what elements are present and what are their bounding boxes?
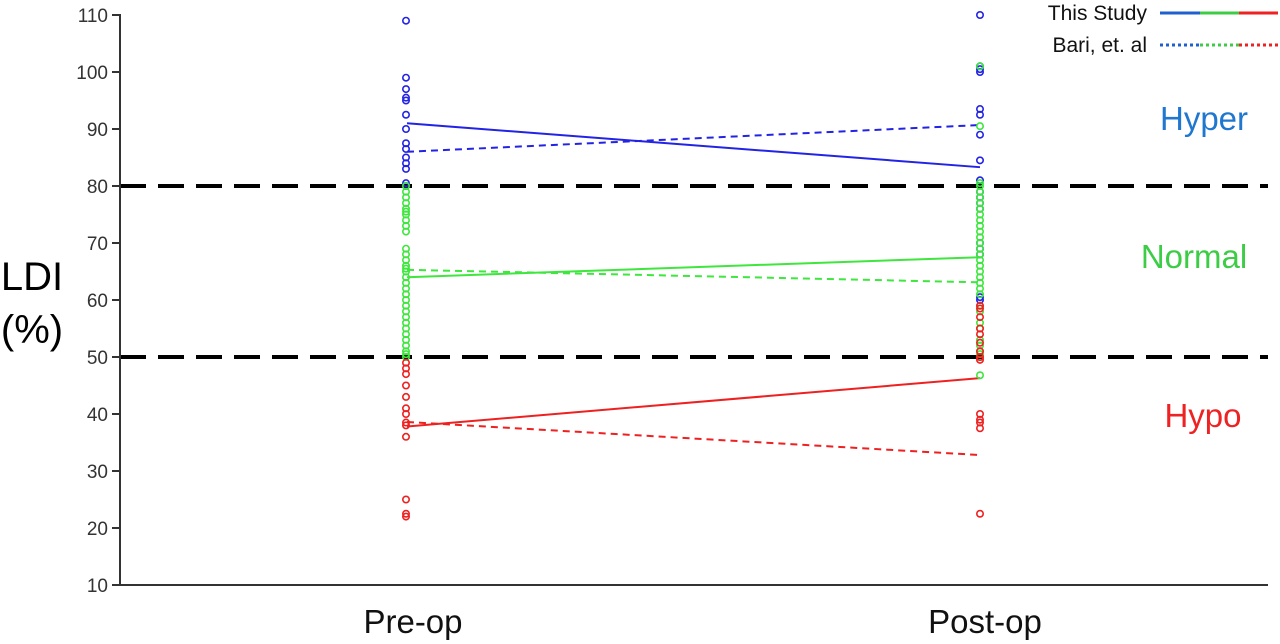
bari-line-1 [406,268,981,284]
y-axis-label-line2: (%) [1,308,63,352]
data-point-2-0-4 [401,392,410,401]
y-tick-label-100: 100 [76,63,108,84]
data-point-2-1-0 [975,301,984,310]
data-point-2-1-12 [975,424,984,433]
data-point-2-1-5 [975,338,984,347]
data-point-1-0-5 [401,207,410,216]
threshold-lines-layer [120,184,1268,359]
data-point-2-0-10 [401,495,410,504]
data-point-1-0-30 [401,350,410,359]
y-tick-label-20: 20 [87,519,108,540]
y-tick-label-10: 10 [87,576,108,597]
y-tick-label-90: 90 [87,120,108,141]
data-point-2-1-2 [975,313,984,322]
data-point-0-1-2 [975,65,984,74]
y-tick-label-30: 30 [87,462,108,483]
data-point-2-0-6 [401,409,410,418]
data-point-2-1-4 [975,330,984,339]
data-point-2-0-9 [401,432,410,441]
legend-label-bari: Bari, et. al [1052,34,1147,57]
this-study-line-1 [406,256,981,279]
x-category-pre-op: Pre-op [363,603,462,640]
axes-layer [119,14,1268,586]
data-point-2-1-13 [975,509,984,518]
data-point-2-0-11 [401,509,410,518]
data-point-1-1-1 [975,122,984,131]
y-tick-label-80: 80 [87,177,108,198]
data-point-2-0-3 [401,381,410,390]
data-point-2-0-8 [401,421,410,430]
data-point-2-1-1 [975,304,984,313]
y-axis-label-line1: LDI [1,255,63,299]
data-point-0-0-2 [401,85,410,94]
y-tick-label-50: 50 [87,348,108,369]
data-point-0-0-4 [401,96,410,105]
data-point-0-0-0 [401,16,410,25]
data-point-1-1-0 [975,62,984,71]
data-point-0-0-6 [401,125,410,134]
data-point-0-0-12 [401,179,410,188]
this-study-line-0 [406,122,981,169]
data-point-0-1-5 [975,110,984,119]
y-tick-label-60: 60 [87,291,108,312]
region-label-hypo: Hypo [1164,397,1241,434]
data-point-2-0-7 [401,418,410,427]
this-study-line-2 [406,377,981,428]
data-point-1-1-32 [975,371,984,380]
bari-line-2 [406,420,981,457]
legend-label-this-study: This Study [1048,2,1148,25]
data-point-0-1-6 [975,130,984,139]
region-label-hyper: Hyper [1160,100,1248,137]
trend-lines-layer [406,122,981,457]
legend: This Study Bari, et. al [1048,2,1278,57]
data-point-0-0-5 [401,110,410,119]
data-point-0-1-0 [975,11,984,20]
data-point-0-1-16 [975,293,984,302]
region-label-normal: Normal [1141,238,1247,275]
data-point-1-0-14 [401,264,410,273]
data-point-2-0-2 [401,370,410,379]
data-point-1-1-22 [975,290,984,299]
data-point-2-1-7 [975,352,984,361]
y-ticks-layer: 10 20 30 40 50 60 70 80 90 100 110 [76,6,120,597]
data-point-0-1-7 [975,156,984,165]
y-tick-label-70: 70 [87,234,108,255]
y-tick-label-110: 110 [78,6,108,27]
data-point-1-1-2 [975,179,984,188]
data-point-0-0-3 [401,93,410,102]
data-point-2-0-12 [401,512,410,521]
data-point-0-0-1 [401,73,410,82]
data-point-2-1-8 [975,355,984,364]
data-point-2-1-10 [975,415,984,424]
data-point-0-0-8 [401,144,410,153]
x-category-post-op: Post-op [928,603,1042,640]
data-points-layer [401,11,984,521]
data-point-1-0-9 [401,227,410,236]
data-point-0-0-11 [401,164,410,173]
y-tick-label-40: 40 [87,405,108,426]
